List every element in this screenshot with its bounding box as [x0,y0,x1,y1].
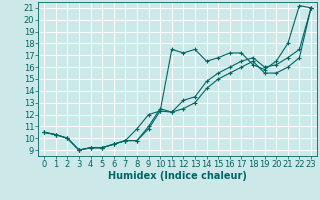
X-axis label: Humidex (Indice chaleur): Humidex (Indice chaleur) [108,171,247,181]
